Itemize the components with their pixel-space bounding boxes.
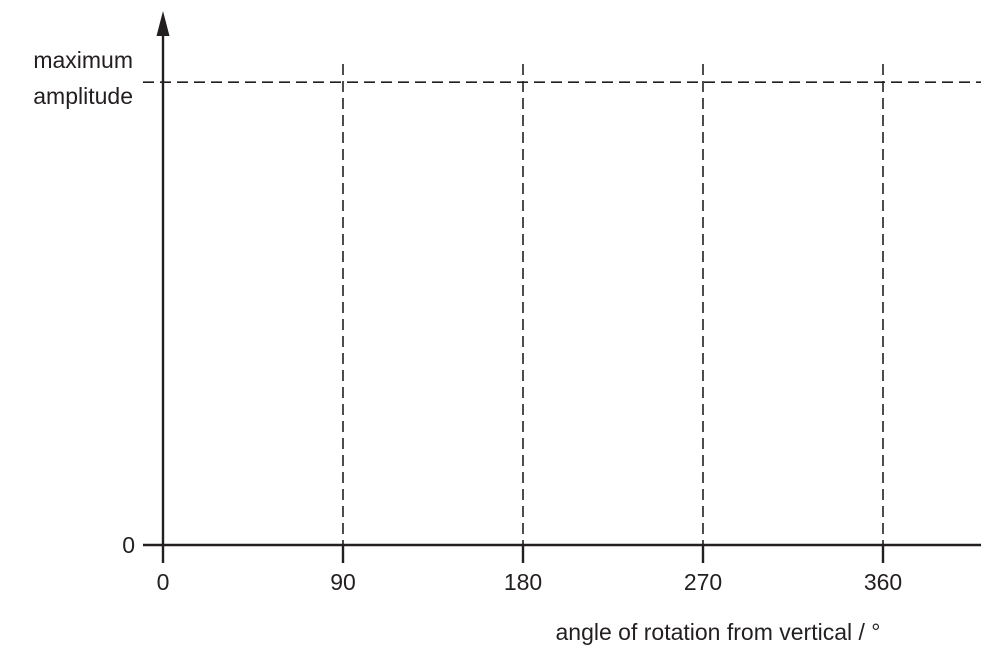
y-tick-label-zero: 0 (122, 532, 135, 558)
x-tick-layer: 0 90 180 270 360 (157, 545, 902, 595)
x-tick-label-90: 90 (330, 569, 356, 595)
grid-layer (143, 64, 981, 545)
y-tick-label-maximum: maximum (33, 47, 133, 73)
x-tick-label-180: 180 (504, 569, 542, 595)
y-tick-label-amplitude: amplitude (33, 83, 133, 109)
axes-layer (143, 11, 981, 547)
y-axis-arrowhead-icon (156, 11, 170, 36)
x-tick-label-360: 360 (864, 569, 902, 595)
x-axis-title: angle of rotation from vertical / ° (556, 619, 881, 645)
label-layer: 0 maximum amplitude angle of rotation fr… (33, 47, 880, 645)
x-tick-label-0: 0 (157, 569, 170, 595)
x-tick-label-270: 270 (684, 569, 722, 595)
